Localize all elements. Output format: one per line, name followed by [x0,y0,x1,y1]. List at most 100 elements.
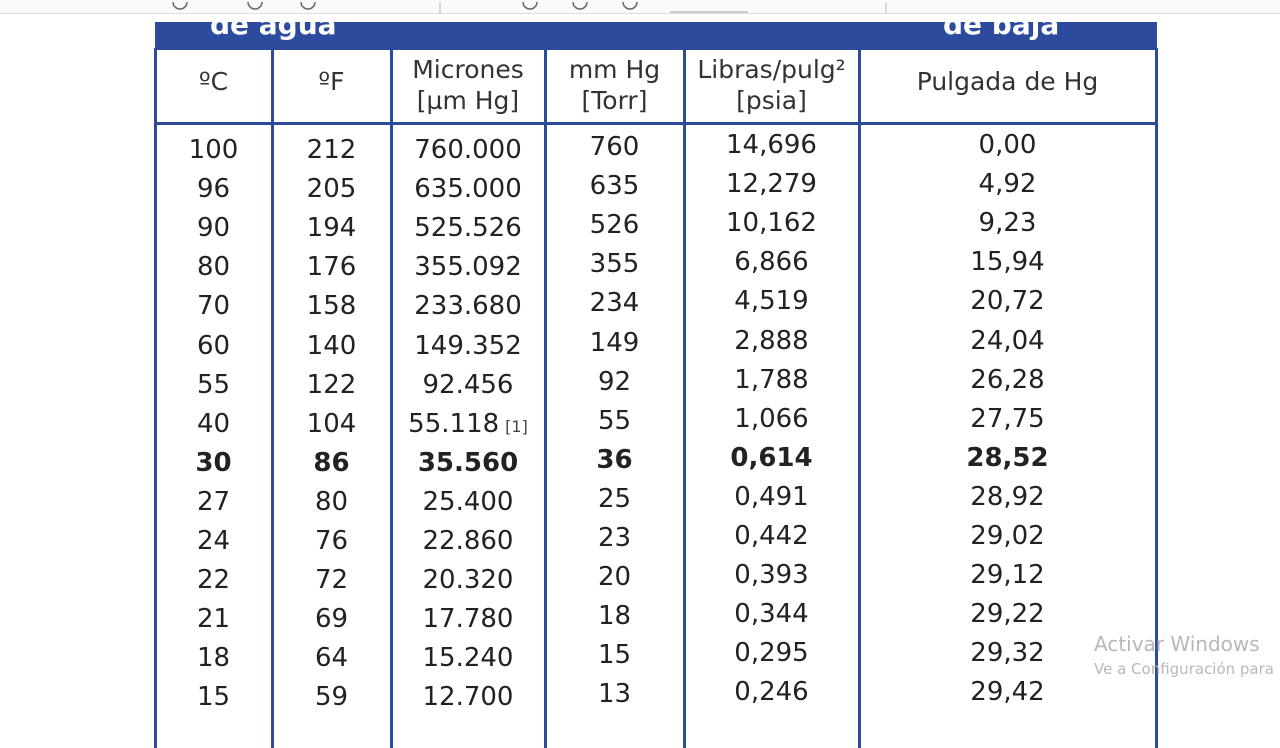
table-cell: 0,344 [734,599,809,630]
table-cell: 28,92 [970,481,1045,512]
table-cell: 0,246 [734,677,809,708]
table-cell: 80 [314,486,349,517]
table-cell: 18 [196,643,231,674]
table-cell: 59 [314,682,349,713]
table-cell: 29,12 [970,560,1045,591]
table-cell: 36 [596,444,633,475]
table-cell: 30 [195,447,232,478]
table-cell: 92.456 [422,369,514,400]
header-cell: Micrones [µm Hg] [412,55,524,115]
table-cell: 90 [196,213,231,244]
table-cell: 60 [196,330,231,361]
table-cell: 13 [597,679,632,710]
table-cell: 0,442 [734,521,809,551]
table-cell: 22.860 [422,526,514,556]
table-cell: 149 [589,327,640,358]
table-cell: 20 [597,562,632,593]
table-cell: 14,696 [726,130,817,160]
column-border [544,48,547,748]
column-border [390,48,393,748]
table-cell: 635 [589,171,640,202]
table-cell: 176 [306,252,357,283]
header-cell: ºF [318,67,345,96]
watermark-subtitle: Ve a Configuración para [1094,660,1274,678]
table-cell: 12.700 [422,682,514,713]
table-cell: 6,866 [734,247,809,278]
footnote-mark: [1] [505,416,528,436]
table-cell: 27 [196,486,231,517]
table-cell: 40 [196,408,231,439]
column-border [154,48,157,748]
table-cell: 69 [314,604,349,635]
table: ºC ºF Micrones [µm Hg] mm Hg [Torr] Libras/p… [154,48,1158,748]
table-cell: 4,519 [734,286,809,317]
header-border [155,122,1157,125]
cell-value: 55.118 [408,408,500,439]
table-cell: 96 [196,174,231,205]
table-cell: 104 [306,408,357,439]
header-cell: mm Hg [Torr] [568,55,661,115]
table-cell: 72 [314,565,349,596]
table-cell: 149.352 [414,330,522,361]
table-cell: 29,22 [970,599,1045,630]
toolbar-icons [172,0,887,14]
table-cell: 92 [597,366,632,397]
table-cell: 0,00 [978,130,1037,160]
table-cell: 0,491 [734,481,809,512]
table-cell: 0,295 [734,638,809,669]
header-cell: Libras/pulg² [psia] [697,55,846,115]
table-cell: 80 [196,252,231,283]
header-cell: Pulgada de Hg [916,67,1099,96]
table-cell: 29,32 [970,638,1045,669]
table-cell: 24 [196,526,231,556]
column-border [1155,48,1158,748]
header-cell: ºC [198,67,229,96]
table-cell: 212 [306,135,357,165]
table-cell: 22 [196,565,231,596]
table-cell: 55 [196,369,231,400]
table-cell: 26,28 [970,364,1045,395]
table-cell: 20,72 [970,286,1045,317]
table-cell: 760 [589,132,640,162]
table-cell: 0,393 [734,560,809,591]
table-cell: 76 [314,526,349,556]
table-cell: 24,04 [970,325,1045,356]
table-cell: 12,279 [726,169,817,200]
column-border [683,48,686,748]
table-cell: 4,92 [978,169,1037,200]
table-cell: 18 [597,601,632,632]
table-cell: 35.560 [417,447,519,478]
table-cell: 205 [306,174,357,205]
table-cell: 158 [306,291,357,322]
table-cell: 15,94 [970,247,1045,278]
table-cell: 100 [188,135,239,165]
banner-left: de agua [210,22,337,41]
table-cell: 234 [589,288,640,319]
table-cell: 1,788 [734,364,809,395]
table-cell: 55.118 [1] [391,409,545,442]
table-cell: 194 [306,213,357,244]
table-cell: 233.680 [414,291,522,322]
banner-right: de baja [943,22,1060,41]
toolbar [0,0,1280,14]
table-cell: 122 [306,369,357,400]
table-cell: 29,42 [970,677,1045,708]
table-cell: 27,75 [970,403,1045,434]
table-cell: 9,23 [978,208,1037,239]
table-cell: 23 [597,523,632,553]
table-cell: 2,888 [734,325,809,356]
table-cell: 525.526 [414,213,522,244]
table-cell: 15.240 [422,643,514,674]
table-cell: 355 [589,249,640,280]
table-cell: 28,52 [966,442,1049,473]
table-cell: 15 [597,640,632,671]
table-cell: 25.400 [422,486,514,517]
banner: de agua de baja [155,22,1157,50]
table-cell: 526 [589,210,640,241]
watermark: Activar Windows Ve a Configuración para [1094,632,1274,678]
table-cell: 21 [196,604,231,635]
table-cell: 15 [196,682,231,713]
table-cell: 0,614 [730,442,813,473]
table-cell: 635.000 [414,174,522,205]
